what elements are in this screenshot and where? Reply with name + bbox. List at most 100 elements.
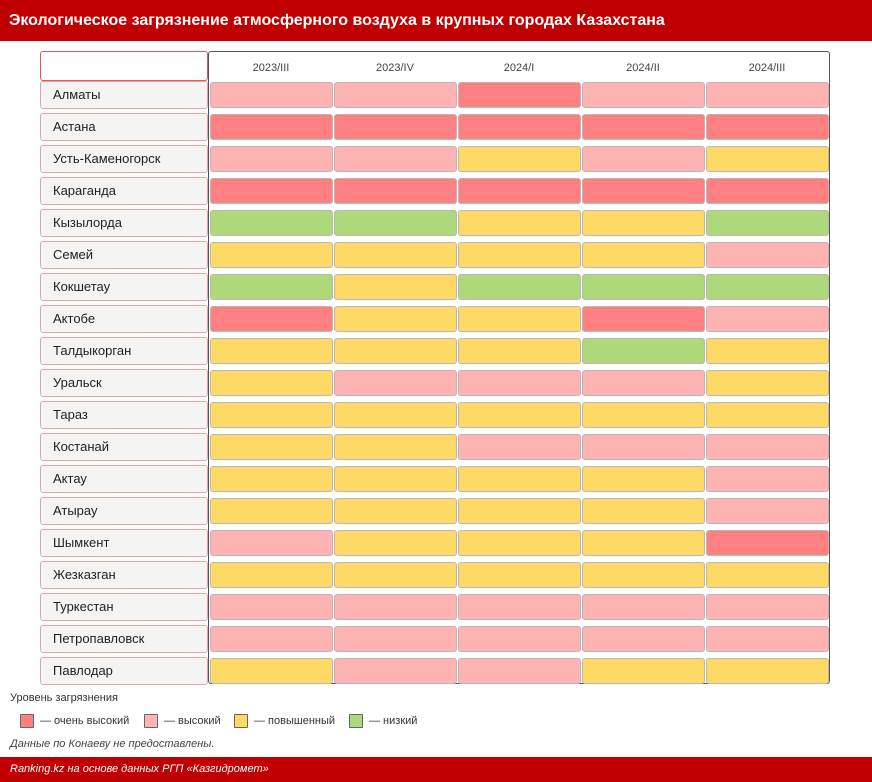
- heatmap-cell: [582, 562, 705, 588]
- heatmap-cell: [582, 658, 705, 684]
- heatmap-cell: [582, 626, 705, 652]
- heatmap-cell: [582, 466, 705, 492]
- heatmap-cell: [210, 210, 333, 236]
- heatmap-cell: [706, 242, 829, 268]
- row-label: Актау: [40, 465, 208, 493]
- heatmap-cell: [458, 114, 581, 140]
- heatmap-cell: [706, 338, 829, 364]
- heatmap-cell: [334, 498, 457, 524]
- heatmap-cell: [210, 658, 333, 684]
- heatmap-cell: [706, 178, 829, 204]
- chart-title: Экологическое загрязнение атмосферного в…: [0, 0, 872, 41]
- heatmap-cell: [458, 306, 581, 332]
- heatmap-cell: [210, 402, 333, 428]
- heatmap-cell: [706, 594, 829, 620]
- heatmap-cell: [210, 530, 333, 556]
- row-label: Шымкент: [40, 529, 208, 557]
- row-label: Костанай: [40, 433, 208, 461]
- heatmap-cell: [458, 338, 581, 364]
- row-label: Кызылорда: [40, 209, 208, 237]
- row-label: Тараз: [40, 401, 208, 429]
- heatmap-cell: [706, 562, 829, 588]
- heatmap-cell: [582, 530, 705, 556]
- heatmap-cell: [334, 82, 457, 108]
- legend-swatch-very-high: [20, 714, 34, 728]
- row-label: Талдыкорган: [40, 337, 208, 365]
- heatmap-cell: [334, 434, 457, 460]
- row-label: Уральск: [40, 369, 208, 397]
- heatmap-cell: [210, 498, 333, 524]
- heatmap-cell: [458, 498, 581, 524]
- heatmap-cell: [458, 274, 581, 300]
- heatmap-cell: [458, 434, 581, 460]
- row-label: Караганда: [40, 177, 208, 205]
- heatmap-cell: [210, 178, 333, 204]
- legend-label-very-high: — очень высокий: [40, 715, 130, 727]
- heatmap-cell: [334, 306, 457, 332]
- heatmap-cell: [706, 210, 829, 236]
- heatmap-cell: [706, 114, 829, 140]
- column-header: 2024/I: [503, 62, 535, 74]
- legend-swatch-low: [349, 714, 363, 728]
- heatmap-cell: [210, 146, 333, 172]
- heatmap-cell: [210, 306, 333, 332]
- heatmap-cell: [210, 434, 333, 460]
- heatmap-cell: [334, 626, 457, 652]
- heatmap-cell: [334, 178, 457, 204]
- row-label: Астана: [40, 113, 208, 141]
- heatmap-cell: [706, 530, 829, 556]
- heatmap-cell: [334, 210, 457, 236]
- heatmap-cell: [334, 466, 457, 492]
- heatmap-cell: [210, 338, 333, 364]
- heatmap-cell: [582, 146, 705, 172]
- heatmap-cell: [210, 626, 333, 652]
- table-corner-cell: [40, 51, 208, 81]
- heatmap-cell: [210, 562, 333, 588]
- legend-title: Уровень загрязнения: [10, 692, 118, 704]
- heatmap-cell: [210, 82, 333, 108]
- heatmap-cell: [582, 82, 705, 108]
- heatmap-cell: [582, 178, 705, 204]
- heatmap-cell: [458, 146, 581, 172]
- heatmap-cell: [458, 594, 581, 620]
- heatmap-cell: [334, 242, 457, 268]
- heatmap-cell: [582, 274, 705, 300]
- row-label: Атырау: [40, 497, 208, 525]
- heatmap-cell: [458, 242, 581, 268]
- heatmap-cell: [706, 370, 829, 396]
- heatmap-cell: [210, 370, 333, 396]
- legend-swatch-high: [144, 714, 158, 728]
- legend-swatch-elevated: [234, 714, 248, 728]
- heatmap-cell: [582, 434, 705, 460]
- source-footer: Ranking.kz на основе данных РГП «Казгидр…: [0, 757, 872, 782]
- legend-label-high: — высокий: [164, 715, 221, 727]
- column-header: 2024/II: [626, 62, 660, 74]
- heatmap-cell: [458, 466, 581, 492]
- heatmap-cell: [706, 402, 829, 428]
- heatmap-cell: [582, 370, 705, 396]
- heatmap-cell: [706, 626, 829, 652]
- heatmap-cell: [334, 338, 457, 364]
- row-label: Кокшетау: [40, 273, 208, 301]
- heatmap-cell: [458, 658, 581, 684]
- column-header: 2023/IV: [376, 62, 414, 74]
- heatmap-cell: [706, 306, 829, 332]
- heatmap-cell: [582, 306, 705, 332]
- heatmap-cell: [210, 466, 333, 492]
- heatmap-cell: [706, 498, 829, 524]
- row-label: Актобе: [40, 305, 208, 333]
- heatmap-cell: [706, 146, 829, 172]
- heatmap-cell: [458, 626, 581, 652]
- heatmap-cell: [210, 594, 333, 620]
- heatmap-cell: [458, 370, 581, 396]
- row-label: Туркестан: [40, 593, 208, 621]
- heatmap-cell: [582, 242, 705, 268]
- legend-label-elevated: — повышенный: [254, 715, 336, 727]
- heatmap-cell: [582, 210, 705, 236]
- column-header: 2023/III: [252, 62, 290, 74]
- legend-label-low: — низкий: [369, 715, 418, 727]
- heatmap-cell: [334, 530, 457, 556]
- row-label: Алматы: [40, 81, 208, 109]
- heatmap-cell: [458, 562, 581, 588]
- heatmap-cell: [334, 146, 457, 172]
